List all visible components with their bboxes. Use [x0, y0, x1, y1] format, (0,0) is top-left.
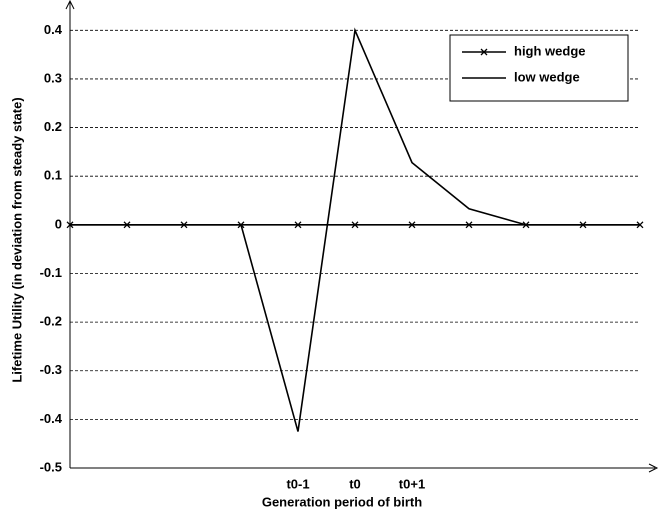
y-tick-label: 0.1 — [44, 168, 62, 183]
point-marker — [465, 221, 473, 229]
y-axis-title: Lifetime Utility (in deviation from stea… — [9, 97, 24, 382]
x-axis-title: Generation period of birth — [262, 494, 422, 509]
y-tick-label: -0.5 — [40, 459, 62, 474]
x-tick-label: t0+1 — [399, 476, 425, 491]
legend-label: low wedge — [514, 69, 580, 84]
y-tick-label: -0.1 — [40, 265, 62, 280]
point-marker — [408, 221, 416, 229]
line-series — [70, 27, 640, 432]
y-tick-label: -0.3 — [40, 362, 62, 377]
y-tick-label: -0.2 — [40, 314, 62, 329]
x-tick-label: t0-1 — [286, 476, 309, 491]
y-tick-label: 0.4 — [44, 22, 63, 37]
x-axis-arrow — [648, 463, 659, 473]
y-tick-label: 0.3 — [44, 70, 62, 85]
y-tick-label: -0.4 — [40, 411, 63, 426]
legend-marker — [480, 48, 488, 56]
y-tick-label: 0.2 — [44, 119, 62, 134]
point-marker — [294, 221, 302, 229]
point-marker — [351, 221, 359, 229]
y-tick-label: 0 — [55, 216, 62, 231]
y-axis-arrow — [65, 0, 75, 10]
legend-label: high wedge — [514, 43, 586, 58]
x-tick-label: t0 — [349, 476, 361, 491]
legend-box — [449, 34, 629, 102]
